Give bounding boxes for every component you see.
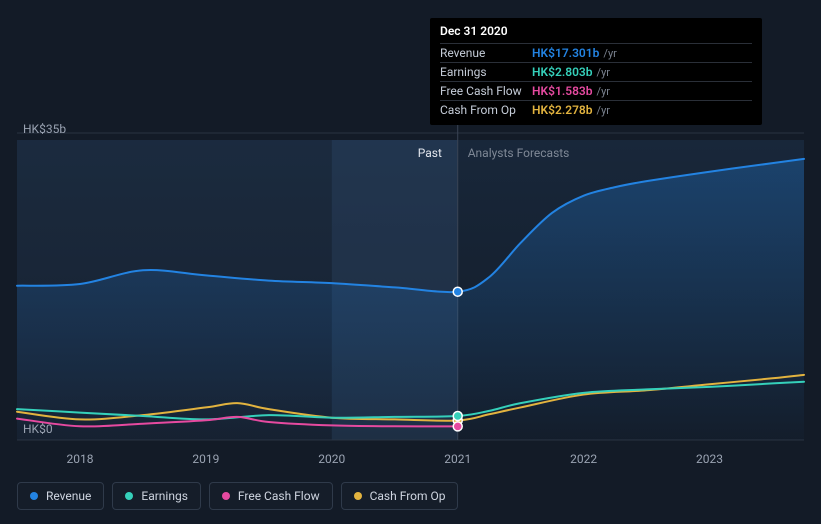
- tooltip-row-free_cash_flow: Free Cash FlowHK$1.583b/yr: [440, 81, 752, 100]
- tooltip-unit: /yr: [597, 104, 610, 117]
- legend-dot-icon: [354, 492, 362, 500]
- x-tick: 2019: [192, 452, 219, 466]
- tooltip-label: Cash From Op: [440, 103, 532, 117]
- x-tick: 2020: [318, 452, 345, 466]
- legend-label: Free Cash Flow: [238, 489, 320, 503]
- legend-dot-icon: [222, 492, 230, 500]
- revenue-marker: [453, 287, 462, 296]
- legend: Revenue Earnings Free Cash Flow Cash From O…: [17, 482, 458, 510]
- legend-dot-icon: [30, 492, 38, 500]
- tooltip-value: HK$2.278b: [532, 103, 593, 117]
- tooltip-value: HK$2.803b: [532, 65, 593, 79]
- legend-item-free_cash_flow[interactable]: Free Cash Flow: [209, 482, 333, 510]
- x-tick: 2018: [66, 452, 93, 466]
- legend-item-cash_from_op[interactable]: Cash From Op: [341, 482, 459, 510]
- free_cash_flow-marker: [453, 422, 462, 431]
- tooltip-date: Dec 31 2020: [440, 24, 752, 41]
- tooltip-unit: /yr: [597, 85, 610, 98]
- legend-item-revenue[interactable]: Revenue: [17, 482, 104, 510]
- legend-label: Revenue: [46, 489, 91, 503]
- legend-dot-icon: [125, 492, 133, 500]
- tooltip-label: Revenue: [440, 46, 532, 60]
- earnings-marker: [453, 411, 462, 420]
- tooltip-label: Free Cash Flow: [440, 84, 532, 98]
- forecast-label: Analysts Forecasts: [468, 146, 570, 160]
- tooltip-value: HK$17.301b: [532, 46, 599, 60]
- x-tick: 2022: [570, 452, 597, 466]
- legend-label: Cash From Op: [370, 489, 446, 503]
- tooltip-row-revenue: RevenueHK$17.301b/yr: [440, 43, 752, 62]
- y-axis-max-label: HK$35b: [23, 122, 66, 136]
- tooltip-unit: /yr: [597, 66, 610, 79]
- tooltip-row-earnings: EarningsHK$2.803b/yr: [440, 62, 752, 81]
- past-label: Past: [418, 146, 442, 160]
- x-tick: 2023: [696, 452, 723, 466]
- y-axis-min-label: HK$0: [23, 422, 53, 436]
- tooltip-label: Earnings: [440, 65, 532, 79]
- legend-label: Earnings: [141, 489, 188, 503]
- tooltip-unit: /yr: [603, 47, 616, 60]
- x-tick: 2021: [444, 452, 471, 466]
- tooltip-value: HK$1.583b: [532, 84, 593, 98]
- chart-tooltip: Dec 31 2020 RevenueHK$17.301b/yrEarnings…: [430, 18, 762, 125]
- legend-item-earnings[interactable]: Earnings: [112, 482, 201, 510]
- tooltip-row-cash_from_op: Cash From OpHK$2.278b/yr: [440, 100, 752, 119]
